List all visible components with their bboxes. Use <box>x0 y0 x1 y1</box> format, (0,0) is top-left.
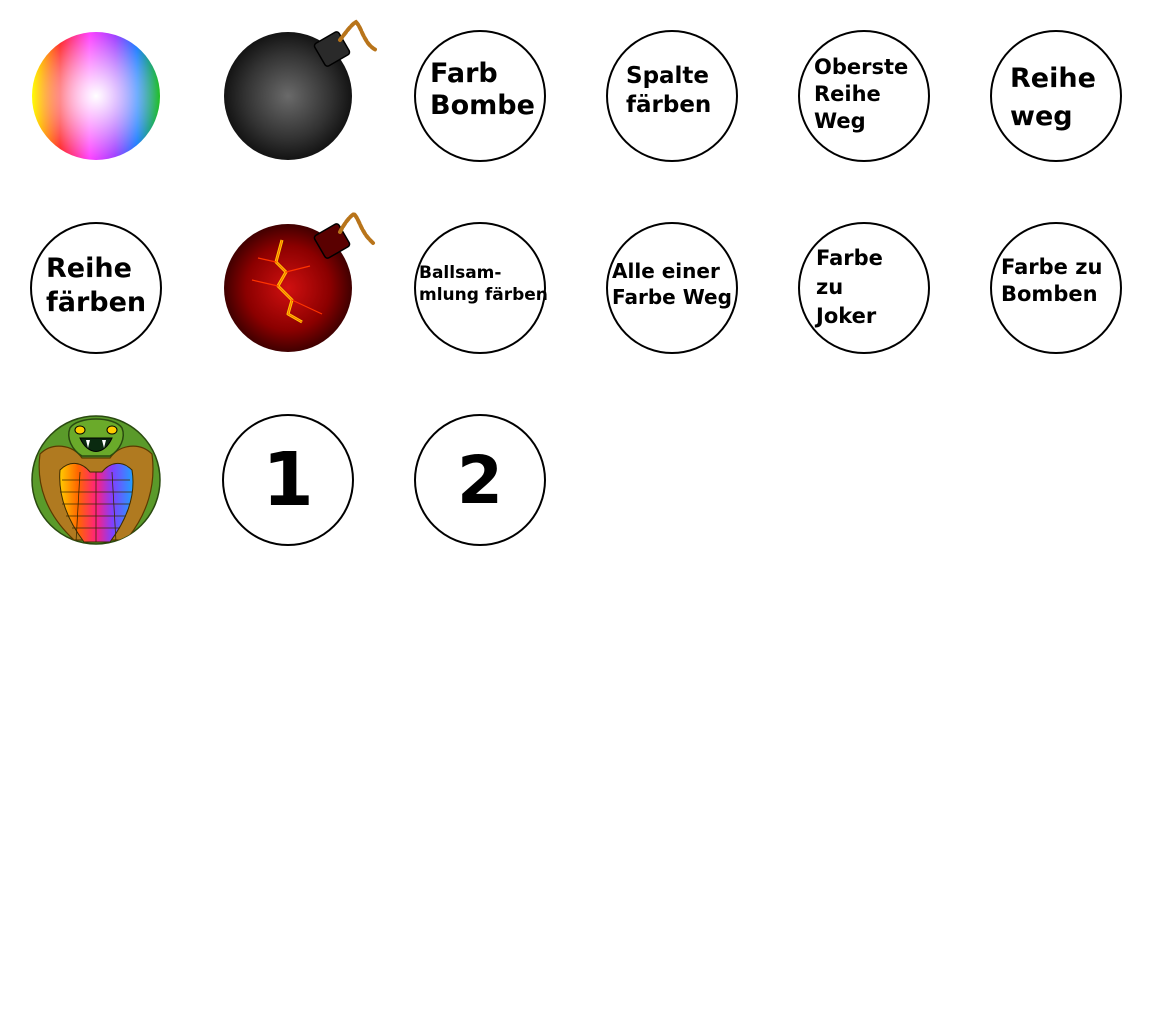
tile-ring <box>990 30 1122 162</box>
oberste-reihe-weg-tile[interactable]: Oberste Reihe Weg <box>798 30 930 162</box>
farb-bombe-label: Farb Bombe <box>430 58 535 121</box>
ballsammlung-faerben-label: Ballsam- mlung färben <box>419 263 548 305</box>
tile-ring <box>414 414 546 546</box>
farb-bombe-tile[interactable]: Farb Bombe <box>414 30 546 162</box>
tile-ring <box>606 30 738 162</box>
farbe-zu-joker-tile[interactable]: Farbe zu Joker <box>798 222 930 354</box>
ballsammlung-faerben-tile[interactable]: Ballsam- mlung färben <box>414 222 548 354</box>
number-two-tile[interactable]: 2 <box>414 414 546 546</box>
cobra-icon <box>31 415 161 545</box>
number-two-label: 2 <box>457 441 503 519</box>
alle-einer-farbe-weg-label: Alle einer Farbe Weg <box>612 259 732 309</box>
farbe-zu-bomben-tile[interactable]: Farbe zu Bomben <box>990 222 1122 354</box>
farbe-zu-bomben-label: Farbe zu Bomben <box>1001 255 1103 306</box>
bomb-icon <box>224 19 378 160</box>
farbe-zu-joker-label: Farbe zu Joker <box>816 246 883 328</box>
lava-bomb-tile[interactable] <box>222 211 376 354</box>
tile-ring <box>414 30 546 162</box>
lava-bomb-icon <box>224 211 376 352</box>
oberste-reihe-weg-label: Oberste Reihe Weg <box>814 55 909 133</box>
number-one-tile[interactable]: 1 <box>222 414 354 546</box>
rainbow-ball-tile[interactable] <box>30 30 162 162</box>
alle-einer-farbe-weg-tile[interactable]: Alle einer Farbe Weg <box>606 222 738 354</box>
tile-ring <box>606 222 738 354</box>
bomb-tile[interactable] <box>222 19 378 162</box>
reihe-faerben-label: Reihe färben <box>46 253 147 318</box>
spalte-faerben-tile[interactable]: Spalte färben <box>606 30 738 162</box>
cobra-tile[interactable] <box>30 414 162 546</box>
tile-ring <box>414 222 546 354</box>
rainbow-ball-icon <box>32 32 160 160</box>
reihe-weg-label: Reihe weg <box>1010 63 1096 132</box>
reihe-faerben-tile[interactable]: Reihe färben <box>30 222 162 354</box>
tile-ring <box>990 222 1122 354</box>
tile-ring <box>222 414 354 546</box>
number-one-label: 1 <box>262 437 314 523</box>
reihe-weg-tile[interactable]: Reihe weg <box>990 30 1122 162</box>
tile-ring <box>798 222 930 354</box>
spalte-faerben-label: Spalte färben <box>626 63 712 118</box>
tile-ring <box>30 222 162 354</box>
tile-ring <box>798 30 930 162</box>
